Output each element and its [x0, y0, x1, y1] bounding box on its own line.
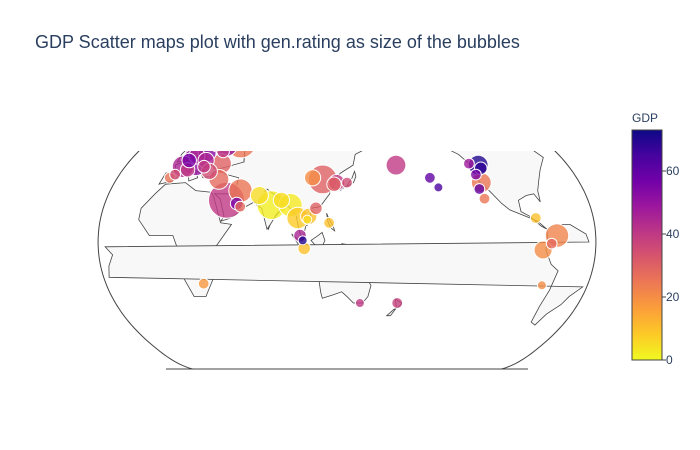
colorbar-tick-label-60: 60	[666, 164, 680, 178]
colorbar-ticks: 0 20 40 60	[662, 164, 680, 367]
bubble-point-1[interactable]	[545, 237, 558, 250]
bubble-point-2[interactable]	[197, 277, 210, 290]
bubble-point-4[interactable]	[169, 168, 182, 181]
bubble-point-12[interactable]	[197, 159, 211, 174]
colorbar-gradient	[631, 129, 663, 361]
bubble-point-30[interactable]	[297, 235, 308, 246]
bubble-point-52[interactable]	[478, 192, 491, 205]
bubble-point-33[interactable]	[302, 214, 313, 225]
chart-title: GDP Scatter maps plot with gen.rating as…	[35, 32, 520, 52]
bubble-point-47[interactable]	[470, 168, 482, 181]
bubble-point-8[interactable]	[181, 152, 197, 169]
bubble-point-23[interactable]	[234, 200, 247, 213]
bottom-mask	[0, 369, 620, 449]
bubble-point-34[interactable]	[309, 201, 323, 216]
bubble-point-51[interactable]	[473, 183, 486, 195]
colorbar-tick-label-40: 40	[666, 227, 680, 241]
land-south-america	[104, 224, 590, 326]
colorbar-tick-label-20: 20	[666, 290, 680, 304]
bubble-point-46[interactable]	[463, 157, 475, 170]
bubble-point-24[interactable]	[249, 186, 269, 205]
bubble-point-36[interactable]	[304, 169, 322, 187]
bubble-point-55[interactable]	[536, 280, 547, 291]
bubble-point-35[interactable]	[323, 216, 336, 229]
colorbar-tick-label-0: 0	[666, 353, 673, 367]
bubble-point-43[interactable]	[385, 154, 407, 176]
bubble-point-42[interactable]	[354, 298, 365, 308]
top-mask	[0, 60, 620, 151]
bubble-point-40[interactable]	[341, 176, 353, 189]
colorbar-title: GDP	[632, 111, 658, 125]
bubble-point-53[interactable]	[529, 212, 542, 224]
colorbar: GDP 0 20 40 60	[631, 111, 680, 367]
bubble-point-44[interactable]	[424, 171, 436, 184]
bubble-point-26[interactable]	[272, 191, 290, 209]
bubble-point-41[interactable]	[391, 297, 404, 309]
bubble-point-45[interactable]	[433, 182, 444, 193]
bubble-point-37[interactable]	[326, 176, 342, 192]
